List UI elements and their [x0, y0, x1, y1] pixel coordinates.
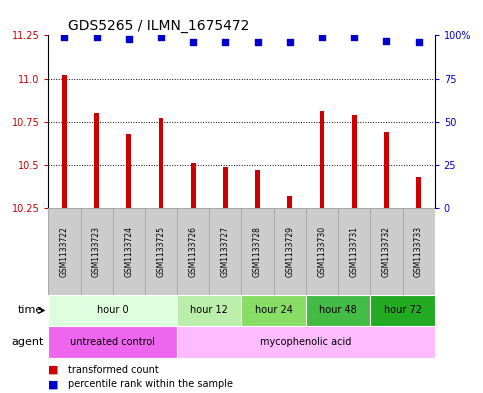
Text: GDS5265 / ILMN_1675472: GDS5265 / ILMN_1675472 — [68, 19, 249, 33]
Point — [350, 34, 358, 40]
Text: hour 12: hour 12 — [190, 305, 228, 316]
Bar — [287, 196, 292, 208]
Point — [286, 39, 294, 46]
Bar — [306, 295, 370, 326]
Text: GSM1133733: GSM1133733 — [414, 226, 423, 277]
Bar — [94, 113, 99, 208]
Bar — [191, 163, 196, 208]
Bar — [127, 134, 131, 208]
Text: GSM1133728: GSM1133728 — [253, 226, 262, 277]
Bar — [62, 75, 67, 208]
Text: GSM1133722: GSM1133722 — [60, 226, 69, 277]
Bar — [255, 170, 260, 208]
Bar — [48, 295, 177, 326]
Text: transformed count: transformed count — [68, 365, 158, 375]
Bar — [384, 132, 389, 208]
Text: GSM1133731: GSM1133731 — [350, 226, 359, 277]
Text: agent: agent — [11, 337, 43, 347]
Point — [254, 39, 261, 46]
Bar — [320, 112, 325, 208]
Bar — [370, 295, 435, 326]
Point — [415, 39, 423, 46]
Point — [383, 37, 390, 44]
Bar — [177, 326, 435, 358]
Point — [60, 34, 68, 40]
Text: GSM1133723: GSM1133723 — [92, 226, 101, 277]
Text: hour 72: hour 72 — [384, 305, 422, 316]
Point — [222, 39, 229, 46]
Text: GSM1133725: GSM1133725 — [156, 226, 166, 277]
Point — [189, 39, 197, 46]
Bar — [416, 177, 421, 208]
Text: GSM1133726: GSM1133726 — [189, 226, 198, 277]
Text: GSM1133732: GSM1133732 — [382, 226, 391, 277]
Point — [318, 34, 326, 40]
Bar — [48, 326, 177, 358]
Bar — [223, 167, 228, 208]
Text: hour 0: hour 0 — [97, 305, 128, 316]
Text: time: time — [18, 305, 43, 316]
Point — [125, 36, 133, 42]
Bar — [242, 295, 306, 326]
Text: untreated control: untreated control — [70, 337, 155, 347]
Text: GSM1133724: GSM1133724 — [124, 226, 133, 277]
Bar — [352, 115, 356, 208]
Point — [93, 34, 100, 40]
Text: GSM1133730: GSM1133730 — [317, 226, 327, 277]
Text: hour 48: hour 48 — [319, 305, 357, 316]
Text: GSM1133727: GSM1133727 — [221, 226, 230, 277]
Bar — [158, 118, 163, 208]
Bar — [177, 295, 242, 326]
Text: GSM1133729: GSM1133729 — [285, 226, 294, 277]
Text: ■: ■ — [48, 379, 59, 389]
Text: hour 24: hour 24 — [255, 305, 293, 316]
Point — [157, 34, 165, 40]
Text: mycophenolic acid: mycophenolic acid — [260, 337, 352, 347]
Text: ■: ■ — [48, 365, 59, 375]
Text: percentile rank within the sample: percentile rank within the sample — [68, 379, 233, 389]
